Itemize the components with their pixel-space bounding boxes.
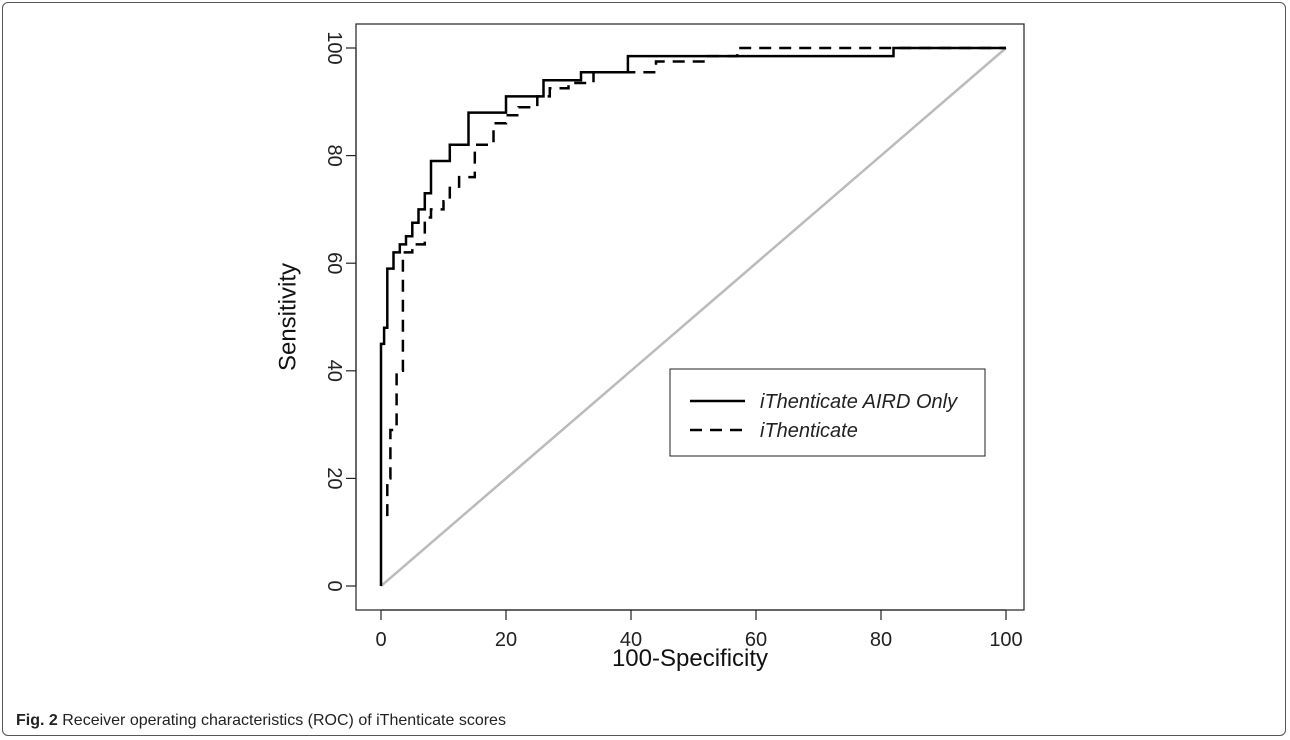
figure-caption-label: Fig. 2 bbox=[16, 712, 58, 729]
y-tick-label: 0 bbox=[323, 580, 345, 591]
legend: iThenticate AIRD Only iThenticate bbox=[669, 368, 986, 457]
axes: 0 20 40 60 80 100 0 20 40 60 80 100 bbox=[323, 31, 1023, 651]
x-tick-label: 60 bbox=[745, 629, 767, 651]
legend-box bbox=[669, 368, 986, 457]
x-tick-label: 0 bbox=[375, 629, 386, 651]
legend-label-ithenticate: iThenticate bbox=[760, 420, 858, 442]
y-tick-label: 100 bbox=[323, 31, 345, 64]
x-axis-title: 100-Specificity bbox=[612, 645, 768, 672]
y-tick-label: 60 bbox=[323, 252, 345, 274]
y-tick-label: 80 bbox=[323, 144, 345, 166]
reference-layer bbox=[380, 47, 1007, 587]
series-line-1 bbox=[386, 46, 1006, 517]
series-line-0 bbox=[379, 46, 1006, 586]
x-tick-label: 40 bbox=[620, 629, 642, 651]
x-tick-label: 100 bbox=[989, 629, 1022, 651]
legend-label-aird-only: iThenticate AIRD Only bbox=[760, 391, 958, 413]
y-tick-label: 20 bbox=[323, 467, 345, 489]
roc-chart: 0 20 40 60 80 100 0 20 40 60 80 100 100-Specificity… bbox=[275, 23, 1025, 672]
x-tick-label: 80 bbox=[870, 629, 892, 651]
y-tick-label: 40 bbox=[323, 360, 345, 382]
series-layer bbox=[379, 46, 1006, 586]
reference-diagonal-line bbox=[380, 47, 1007, 587]
figure-caption: Fig. 2 Receiver operating characteristic… bbox=[16, 712, 506, 730]
x-tick-label: 20 bbox=[495, 629, 517, 651]
figure-caption-text: Receiver operating characteristics (ROC)… bbox=[62, 712, 506, 729]
y-axis-title: Sensitivity bbox=[275, 263, 302, 371]
